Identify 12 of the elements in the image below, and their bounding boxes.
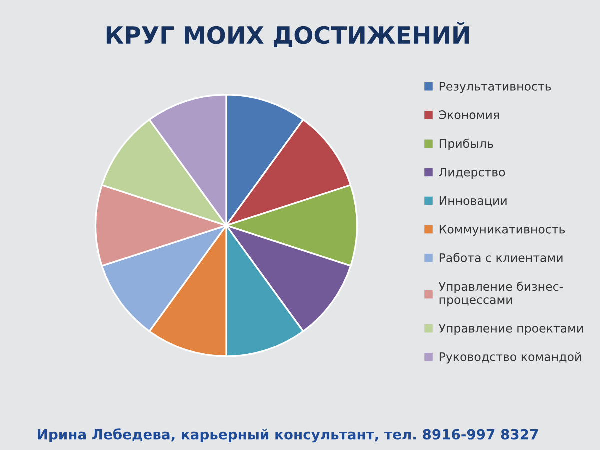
chart-title: КРУГ МОИХ ДОСТИЖЕНИЙ [106,22,470,48]
legend-label: Управление проектами [438,324,584,336]
legend-label: Работа с клиентами [440,253,563,262]
legend-label: Экономия [439,110,500,120]
legend-label: Лидерство [439,168,506,180]
legend-label: Инновации [440,196,507,207]
legend-label: Управление бизнес-процессами [438,282,563,307]
legend-label: Результативность [440,82,552,94]
text: Ирина Лебедева, карьерный консультант, тел. 8916-997 8327 [38,428,538,443]
legend-label: Коммуникативность [440,225,566,236]
legend-label: Прибыль [440,138,494,150]
legend-label: Руководство командой [440,352,582,364]
